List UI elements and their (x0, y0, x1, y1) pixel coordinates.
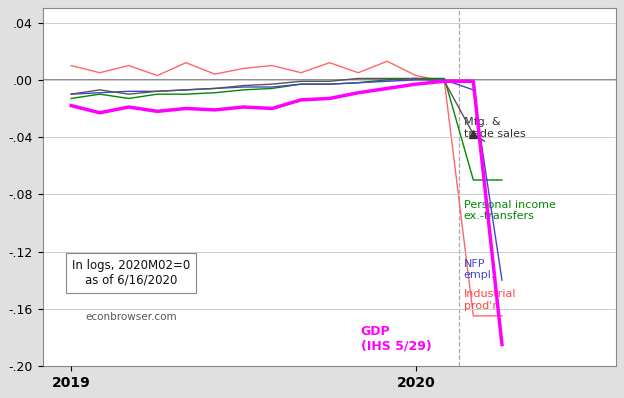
Text: Personal income
ex.-transfers: Personal income ex.-transfers (464, 200, 555, 221)
Text: Mfg. &
trade sales: Mfg. & trade sales (464, 117, 525, 139)
Text: Industrial
prod'n: Industrial prod'n (464, 289, 516, 311)
Text: In logs, 2020M02=0
as of 6/16/2020: In logs, 2020M02=0 as of 6/16/2020 (72, 259, 190, 287)
Text: econbrowser.com: econbrowser.com (85, 312, 177, 322)
Text: NFP
empl.: NFP empl. (464, 259, 495, 280)
Text: GDP
(IHS 5/29): GDP (IHS 5/29) (361, 325, 431, 353)
